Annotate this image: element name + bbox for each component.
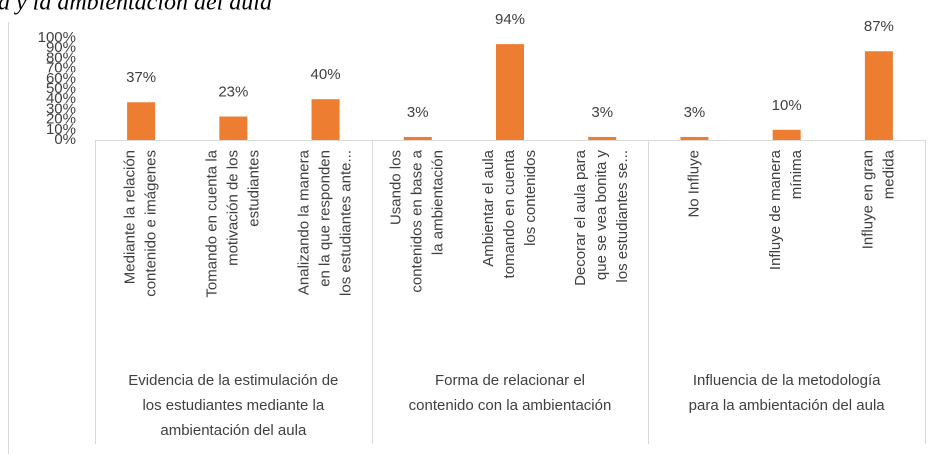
x-tick-label: medida — [880, 149, 897, 199]
x-tick-label: motivación de los — [224, 150, 241, 266]
x-tick-label: No Influye — [685, 150, 702, 218]
group-label: contenido con la ambientación — [409, 397, 612, 414]
group-label: Evidencia de la estimulación de — [128, 372, 338, 389]
y-tick-label: 60% — [46, 70, 76, 87]
x-tick-label: Ambientar el aula — [480, 149, 497, 266]
y-tick-label: 40% — [46, 90, 76, 107]
bar — [219, 116, 248, 140]
bar — [311, 99, 340, 140]
x-tick-label: Analizando la manera — [296, 149, 313, 295]
y-tick-label: 20% — [46, 111, 76, 128]
x-tick-label: contenidos en base a — [409, 149, 426, 292]
value-label: 3% — [407, 104, 429, 121]
x-tick-label: Mediante la relación — [122, 150, 139, 284]
y-tick-label: 50% — [46, 80, 76, 97]
x-tick-label: Tomando en cuenta la — [203, 149, 220, 297]
value-label: 37% — [126, 69, 156, 86]
group-label: Forma de relacionar el — [435, 372, 585, 389]
x-tick-label: los contenidos — [522, 150, 539, 246]
x-tick-label: mínima — [788, 149, 805, 199]
x-tick-label: que se vea bonita y — [593, 150, 610, 281]
value-label: 23% — [218, 84, 248, 101]
group-label: los estudiantes mediante la — [142, 397, 324, 414]
x-tick-label: Influye en gran — [859, 150, 876, 249]
x-tick-label: tomando en cuenta — [501, 149, 518, 278]
x-tick-label: en la que responden — [317, 150, 334, 287]
x-tick-label: los estudiantes se... — [614, 150, 631, 283]
x-tick-label: la ambientación — [430, 150, 447, 255]
y-tick-label: 80% — [46, 49, 76, 66]
x-tick-label: los estudiantes ante... — [338, 150, 355, 296]
group-label: ambientación del aula — [160, 422, 307, 439]
group-label: para la ambientación del aula — [689, 397, 886, 414]
value-label: 3% — [591, 104, 613, 121]
bar — [403, 136, 432, 140]
y-tick-label: 100% — [38, 29, 76, 46]
bar — [127, 102, 156, 140]
x-tick-label: Influye de manera — [767, 149, 784, 270]
value-label: 87% — [864, 18, 894, 35]
bar — [680, 136, 709, 140]
value-label: 3% — [684, 104, 706, 121]
value-label: 94% — [495, 11, 525, 28]
value-label: 10% — [772, 97, 802, 114]
value-label: 40% — [311, 66, 341, 83]
x-tick-label: Decorar el aula para — [572, 149, 589, 286]
y-tick-label: 90% — [46, 39, 76, 56]
x-tick-label: estudiantes — [245, 150, 262, 227]
chart-title: a y la ambientación del aula — [0, 0, 272, 16]
y-tick-label: 30% — [46, 100, 76, 117]
group-label: Influencia de la metodología — [693, 372, 881, 389]
y-tick-label: 0% — [54, 131, 76, 148]
y-tick-label: 70% — [46, 60, 76, 77]
bar — [864, 51, 893, 141]
x-tick-label: Usando los — [388, 150, 405, 225]
bar — [772, 129, 801, 140]
bar — [496, 44, 524, 141]
bar — [588, 136, 617, 140]
x-tick-label: contenido e imágenes — [143, 150, 160, 297]
y-tick-label: 10% — [46, 121, 76, 138]
